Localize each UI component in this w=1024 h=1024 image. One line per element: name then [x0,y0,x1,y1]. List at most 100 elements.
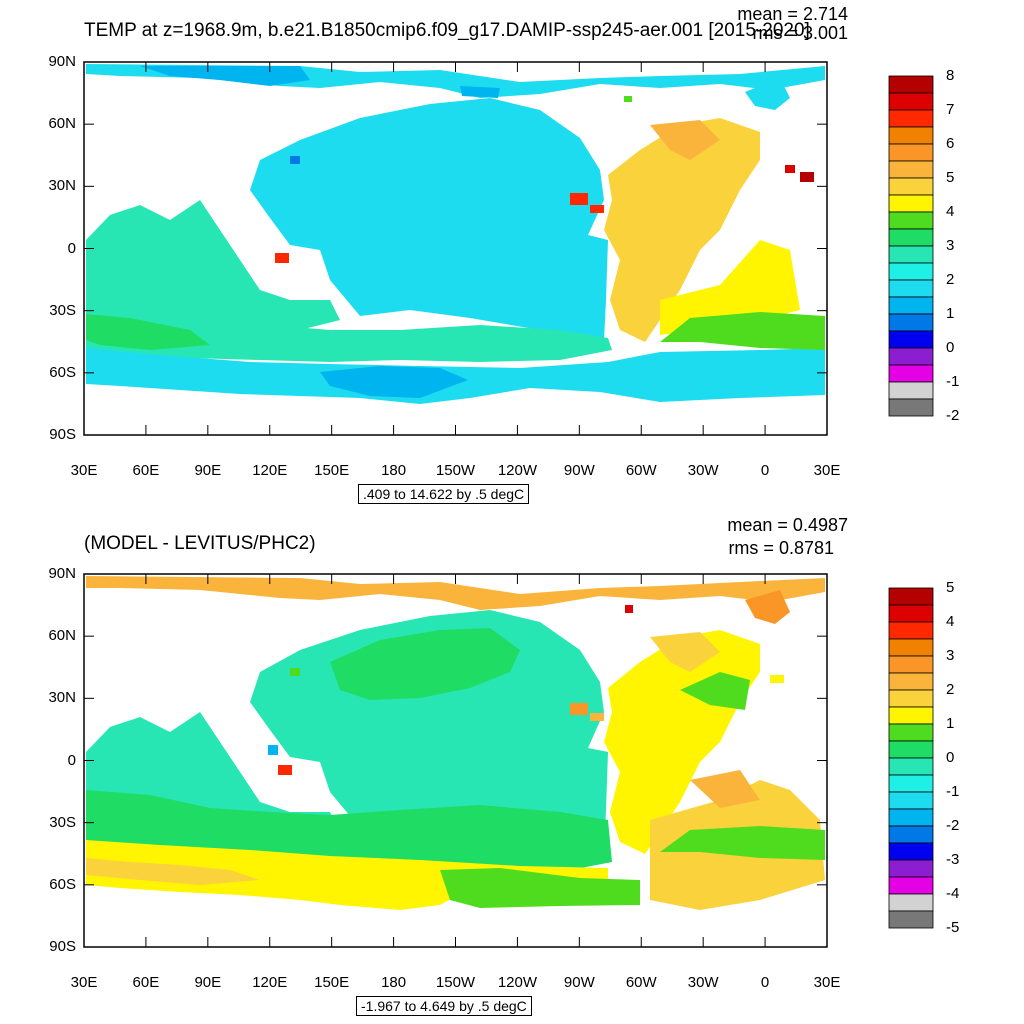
colorbar-box [888,757,934,776]
lon-tick-label: 90W [563,974,595,991]
colorbar-box [888,92,934,111]
axis-ticks [83,61,828,948]
colorbar-label: 6 [946,135,955,152]
colorbar-label: -1 [946,373,960,390]
lat-tick-label: 0 [67,751,76,769]
top-panel-title: TEMP at z=1968.9m, b.e21.B1850cmip6.f09_… [84,20,810,41]
colorbar-box [888,689,934,708]
colorbar-box [888,808,934,827]
lon-tick-label: 180 [381,974,407,991]
colorbar-box [888,245,934,264]
lon-tick-label: 0 [760,974,770,991]
colorbar-box [888,330,934,349]
lon-tick-label: 150W [435,974,476,991]
colorbar-label: -3 [946,851,960,868]
colorbar-label: -4 [946,885,960,902]
lon-tick-label: 60W [625,974,657,991]
colorbar-box [888,842,934,861]
lat-tick-label: 90S [49,426,76,443]
colorbar-box [888,126,934,145]
colorbar-label: 5 [946,169,955,186]
colorbar-label: 3 [946,237,955,254]
colorbar-box [888,774,934,793]
colorbar-label: -5 [946,919,960,936]
lon-tick-label: 30E [813,974,841,991]
colorbar-box [888,859,934,878]
bottom-panel-title: (MODEL - LEVITUS/PHC2) [84,533,316,554]
bottom-panel-mean: mean = 0.4987 [727,515,848,535]
colorbar-box [888,364,934,383]
colorbar-box [888,604,934,623]
lon-tick-label: 0 [760,462,770,479]
colorbar-box [888,587,934,606]
colorbar-box [888,194,934,213]
colorbar-box [888,672,934,691]
colorbar-box [888,109,934,128]
colorbar-label: 1 [946,715,955,732]
bottom-panel-rms: rms = 0.8781 [728,538,834,558]
lat-tick-label: 30S [49,813,76,831]
lat-tick-label: 60N [48,627,76,645]
lon-tick-label: 90E [194,462,222,479]
colorbar-label: -2 [946,817,960,834]
top-colorbar [888,75,934,417]
top-map [83,61,828,436]
lon-tick-label: 150E [314,462,350,479]
lat-tick-label: 0 [67,239,76,257]
lon-tick-label: 30E [70,974,98,991]
colorbar-box [888,638,934,657]
top-panel-rms: rms = 3.001 [752,23,848,43]
colorbar-box [888,825,934,844]
colorbar-box [888,160,934,179]
colorbar-box [888,706,934,725]
colorbar-box [888,143,934,162]
lon-tick-label: 120W [497,462,537,479]
lon-tick-label: 60E [132,462,160,479]
colorbar-box [888,313,934,332]
lon-tick-label: 60E [132,974,160,991]
lat-tick-label: 60S [49,363,76,381]
colorbar-box [888,910,934,929]
lat-tick-label: 30N [48,177,76,195]
colorbar-box [888,228,934,247]
colorbar-box [888,177,934,196]
lon-tick-label: 30E [813,462,841,479]
colorbar-box [888,211,934,230]
bottom-map [83,573,828,948]
colorbar-box [888,740,934,759]
colorbar-label: 7 [946,101,955,118]
colorbar-label: -2 [946,407,960,424]
lat-tick-label: 90N [48,565,76,582]
lon-tick-label: 30W [687,462,719,479]
colorbar-label: 2 [946,271,955,288]
lat-tick-label: 90S [49,938,76,955]
colorbar-box [888,621,934,640]
colorbar-label: 0 [946,749,955,766]
colorbar-box [888,347,934,366]
colorbar-box [888,262,934,281]
colorbar-box [888,398,934,417]
colorbar-label: 4 [946,203,955,220]
bottom-colorbar [888,587,934,929]
colorbar-box [888,876,934,895]
colorbar-box [888,381,934,400]
lon-tick-label: 150W [435,462,476,479]
lon-tick-label: 60W [625,462,657,479]
lon-tick-label: 150E [314,974,350,991]
colorbar-label: 1 [946,305,955,322]
lon-tick-label: 120W [497,974,537,991]
top-range-label: .409 to 14.622 by .5 degC [358,484,530,504]
colorbar-label: 4 [946,613,955,630]
lat-tick-label: 60N [48,115,76,133]
lon-tick-label: 90W [563,462,595,479]
colorbar-label: 8 [946,67,955,84]
lat-tick-label: 30N [48,689,76,707]
colorbar-box [888,791,934,810]
colorbar-box [888,296,934,315]
colorbar-box [888,723,934,742]
lon-tick-label: 30E [70,462,98,479]
lon-tick-label: 30W [687,974,719,991]
top-panel-mean: mean = 2.714 [737,4,848,24]
colorbar-box [888,893,934,912]
